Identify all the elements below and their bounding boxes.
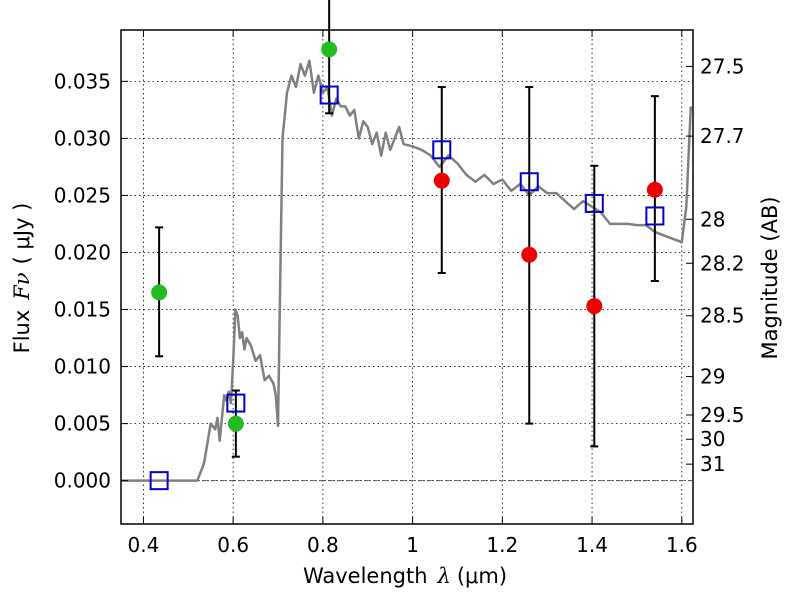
right-tick-label: 28.2: [700, 251, 745, 275]
x-tick-label: 0.4: [128, 533, 160, 557]
observed-point-red: [646, 181, 663, 198]
model-spectrum-layer: [121, 59, 693, 482]
model-photometry-square: [432, 140, 452, 160]
x-tick-label: 0.6: [217, 533, 249, 557]
x-axis-title: Wavelength λ (μm): [303, 564, 507, 588]
observed-point-red: [586, 298, 603, 315]
x-tick-label: 0.8: [307, 533, 339, 557]
model-photometry-square: [584, 193, 604, 213]
observed-point-green: [321, 41, 338, 58]
model-spectrum-line: [121, 59, 693, 482]
model-photometry-square: [319, 85, 339, 105]
ticks-layer: [121, 30, 693, 524]
observed-point-green: [151, 284, 168, 301]
right-tick-label: 30: [700, 427, 725, 451]
y-tick-label: 0.015: [54, 298, 111, 322]
right-tick-label: 28: [700, 207, 725, 231]
y-tick-label: 0.020: [54, 240, 111, 264]
plot-border: [120, 29, 694, 525]
observed-point-green: [227, 415, 244, 432]
y-tick-label: 0.010: [54, 355, 111, 379]
x-tick-label: 1.6: [666, 533, 698, 557]
plot-frame: [120, 29, 694, 525]
right-tick-label: 31: [700, 452, 725, 476]
x-tick-label: 1.4: [576, 533, 608, 557]
right-tick-label: 29.5: [700, 403, 745, 427]
model-photometry-square: [645, 206, 665, 226]
y-axis-title: FluxFν( μJy ): [10, 203, 34, 354]
data-points-layer: [149, 41, 665, 491]
grid: [121, 30, 693, 524]
right-axis-title: Magnitude (AB): [758, 196, 782, 359]
y-tick-label: 0.000: [54, 469, 111, 493]
model-photometry-square: [149, 471, 169, 491]
model-photometry-square: [519, 172, 539, 192]
labels-layer: 0.4 0.6 0.8 1 1.2 1.4 1.6 0.000 0.005 0.010 0.015 0…: [54, 54, 745, 557]
y-tick-label: 0.005: [54, 412, 111, 436]
x-tick-label: 1.2: [486, 533, 518, 557]
right-tick-label: 27.7: [700, 124, 745, 148]
observed-point-red: [433, 172, 450, 189]
right-tick-label: 29: [700, 365, 725, 389]
right-tick-label: 28.5: [700, 304, 745, 328]
y-tick-label: 0.035: [54, 69, 111, 93]
y-tick-label: 0.030: [54, 126, 111, 150]
y-tick-label: 0.025: [54, 183, 111, 207]
model-photometry-square: [226, 393, 246, 413]
x-tick-label: 1: [406, 533, 419, 557]
observed-point-red: [521, 246, 538, 263]
right-tick-label: 27.5: [700, 54, 745, 78]
